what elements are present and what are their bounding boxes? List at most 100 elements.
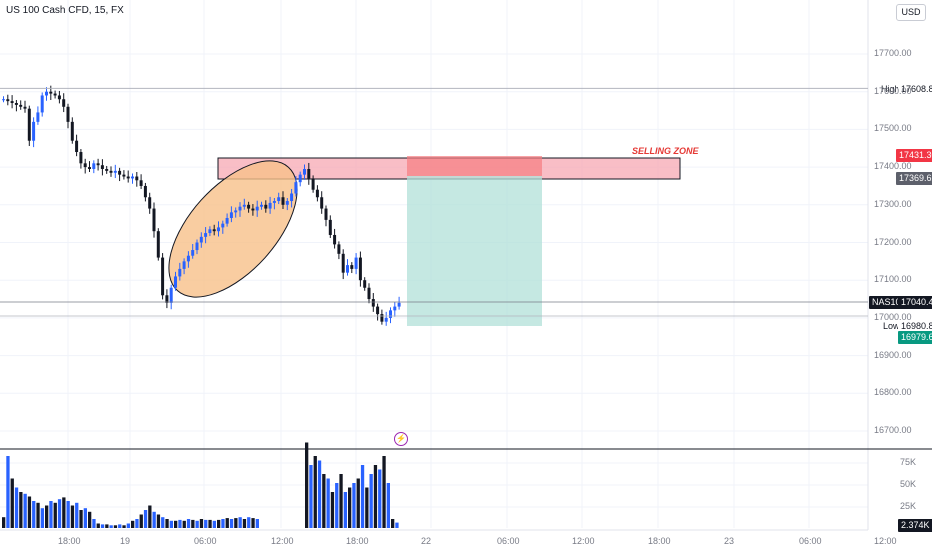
volume-bar [356, 478, 360, 528]
candle-body [238, 206, 242, 211]
volume-bar [255, 519, 259, 528]
candle-body [45, 91, 48, 96]
y-tick-label: 17600.00 [874, 85, 912, 96]
volume-bar [83, 508, 87, 528]
candle-body [148, 197, 152, 209]
volume-bar [229, 519, 234, 528]
candle-body [118, 170, 122, 175]
target-zone [407, 176, 542, 326]
candle-body [199, 236, 203, 243]
candle-body [371, 299, 375, 307]
candle-body [272, 201, 276, 203]
candle-body [186, 255, 190, 262]
volume-bar [309, 465, 313, 528]
volume-bar [49, 501, 53, 528]
volume-bar [360, 465, 365, 528]
volume-bar [373, 465, 378, 528]
candle-body [285, 201, 289, 205]
volume-bar [165, 519, 169, 528]
x-tick-label: 12:00 [271, 536, 294, 546]
candle-body [195, 242, 199, 251]
volume-bar [305, 442, 309, 528]
candle-body [40, 95, 44, 113]
uptrend-ellipse [168, 160, 298, 298]
volume-bar [118, 524, 122, 528]
candle-body [324, 208, 328, 220]
candle-body [139, 180, 143, 186]
x-tick-label: 18:00 [648, 536, 671, 546]
candle-body [178, 268, 182, 277]
volume-bar [14, 487, 19, 528]
volume-bar [204, 519, 208, 528]
volume-bar [32, 501, 36, 528]
volume-bar [40, 508, 44, 528]
candle-body [358, 257, 362, 281]
volume-bar [79, 510, 83, 528]
volume-bar [182, 520, 186, 528]
candle-body [354, 257, 358, 269]
volume-bar [330, 492, 335, 528]
candle-body [367, 287, 371, 300]
candle-body [75, 140, 79, 153]
volume-bar [339, 474, 343, 528]
volume-bar [143, 510, 148, 528]
candle-body [255, 206, 259, 211]
lightning-icon[interactable]: ⚡ [394, 432, 408, 446]
volume-bar [217, 519, 221, 528]
candle-body [105, 168, 109, 171]
candle-body [19, 104, 23, 107]
y-tick-label: 16700.00 [874, 425, 912, 435]
candle-body [389, 310, 392, 318]
y-tick-label: 16800.00 [874, 387, 912, 398]
volume-bar [382, 456, 386, 528]
volume-bar [62, 497, 66, 528]
y-tick-label: 17500.00 [874, 123, 912, 134]
candle-body [397, 302, 401, 307]
volume-bar [242, 519, 247, 528]
volume-bar [386, 483, 390, 528]
candle-body [229, 212, 233, 218]
candle-body [341, 253, 345, 273]
volume-bar [174, 520, 178, 528]
candle-body [131, 176, 134, 179]
currency-button[interactable]: USD [896, 4, 926, 21]
volume-bar [313, 456, 317, 528]
candle-body [380, 314, 384, 322]
volume-bar [335, 483, 339, 528]
volume-bar [352, 483, 356, 528]
candle-body [143, 185, 147, 198]
candle-body [57, 95, 61, 100]
volume-bar [27, 496, 32, 528]
volume-bar [109, 525, 113, 528]
candle-body [165, 295, 169, 303]
y-tick-label: 17700.00 [874, 48, 912, 58]
x-tick-label: 22 [421, 536, 432, 546]
volume-bar [391, 519, 395, 528]
x-tick-label: 12:00 [874, 536, 897, 546]
candle-body [264, 204, 268, 209]
volume-bar [365, 487, 369, 528]
candle-body [384, 317, 388, 322]
candle-body [204, 233, 208, 237]
volume-bar [105, 524, 109, 528]
x-tick-label: 18:00 [58, 536, 81, 546]
volume-bar [378, 469, 382, 528]
volume-bar [369, 474, 373, 528]
candle-body [303, 168, 306, 175]
candle-body [79, 152, 83, 164]
candle-body [6, 99, 10, 102]
y-tick-label: 16900.00 [874, 349, 912, 360]
volume-bar [225, 518, 229, 528]
volume-bar [212, 520, 216, 528]
candle-body [346, 265, 349, 273]
x-tick-label: 06:00 [799, 536, 822, 546]
candle-body [2, 99, 5, 101]
y-tick-label: 17300.00 [874, 198, 912, 209]
volume-bar [234, 518, 238, 528]
candle-body [311, 178, 315, 190]
volume-bar [88, 511, 92, 528]
candle-body [49, 91, 53, 94]
candle-body [242, 204, 246, 207]
candle-body [350, 265, 354, 269]
